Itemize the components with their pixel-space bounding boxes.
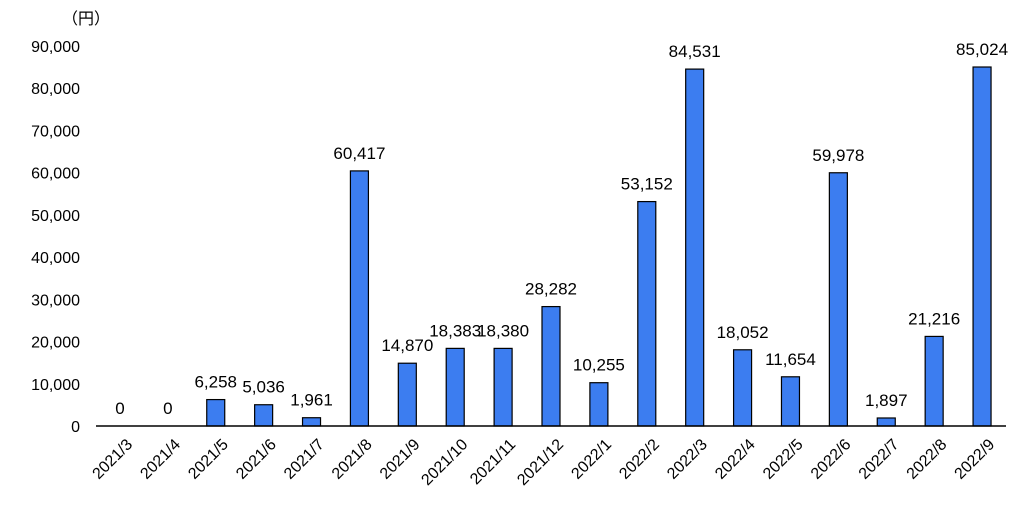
y-tick-label: 70,000 [31,123,80,140]
x-tick-label: 2022/7 [856,436,903,483]
data-label: 6,258 [194,373,237,392]
y-axis-unit-label: （円） [62,9,110,28]
data-label: 18,383 [429,321,481,340]
x-tick-label: 2021/12 [514,436,567,489]
bar [397,362,417,427]
y-tick-label: 80,000 [31,81,80,98]
x-tick-label: 2022/1 [568,436,615,483]
data-label: 5,036 [242,378,285,397]
bar [924,335,944,427]
bars [206,66,992,427]
x-tick-label: 2021/9 [377,436,424,483]
bar [685,68,705,427]
data-label: 1,961 [290,391,333,410]
data-labels: 0 0 6,258 5,036 1,961 60,417 14,87018,38318,38… [115,40,1008,418]
y-tick-label: 40,000 [31,250,80,267]
x-axis-ticks: 2021/3 2021/4 2021/5 2021/6 2021/7 2021/8 2021… [90,436,999,489]
y-axis-ticks: 0 10,000 20,000 30,000 40,000 50,000 60,000 70,… [31,39,80,436]
data-label: 11,654 [765,350,816,369]
x-tick-label: 2022/8 [904,436,951,483]
x-tick-label: 2022/5 [760,436,807,483]
y-tick-label: 0 [71,419,80,436]
data-label: 59,978 [812,146,864,165]
x-tick-label: 2022/2 [616,436,663,483]
data-label: 28,282 [525,280,577,299]
data-label: 0 [115,399,124,418]
bar [828,172,848,427]
x-tick-label: 2022/9 [952,436,999,483]
x-tick-label: 2022/4 [712,436,759,483]
bar [541,305,561,427]
bar [301,417,322,427]
x-tick-label: 2021/4 [137,436,184,483]
x-tick-label: 2022/6 [808,436,855,483]
y-tick-label: 30,000 [31,292,80,309]
y-tick-label: 50,000 [31,208,80,225]
data-label: 84,531 [669,42,721,61]
y-tick-label: 10,000 [31,377,80,394]
x-tick-label: 2021/11 [467,436,519,488]
y-tick-label: 20,000 [31,335,80,352]
bar [349,170,370,427]
bar [732,349,753,427]
x-tick-label: 2021/8 [329,436,376,483]
bar [445,347,465,427]
bar [206,398,226,427]
data-label: 18,380 [477,321,529,340]
x-tick-label: 2021/6 [233,436,280,483]
bar [254,404,274,427]
y-tick-label: 90,000 [31,39,80,56]
data-label: 85,024 [956,40,1008,59]
bar [637,200,657,427]
bar [876,417,896,427]
x-tick-label: 2021/3 [90,436,137,483]
y-tick-label: 60,000 [31,166,80,183]
data-label: 0 [163,399,172,418]
x-tick-label: 2021/7 [281,436,328,483]
bar [589,382,609,427]
x-tick-label: 2021/10 [418,436,471,489]
data-label: 1,897 [865,391,908,410]
data-label: 53,152 [621,175,673,194]
data-label: 60,417 [333,144,385,163]
data-label: 18,052 [717,323,769,342]
data-label: 14,870 [381,336,433,355]
bar [780,376,801,427]
bar [493,347,513,427]
x-tick-label: 2021/5 [185,436,232,483]
bar [972,66,992,427]
data-label: 21,216 [908,309,960,328]
data-label: 10,255 [573,356,625,375]
x-tick-label: 2022/3 [664,436,711,483]
